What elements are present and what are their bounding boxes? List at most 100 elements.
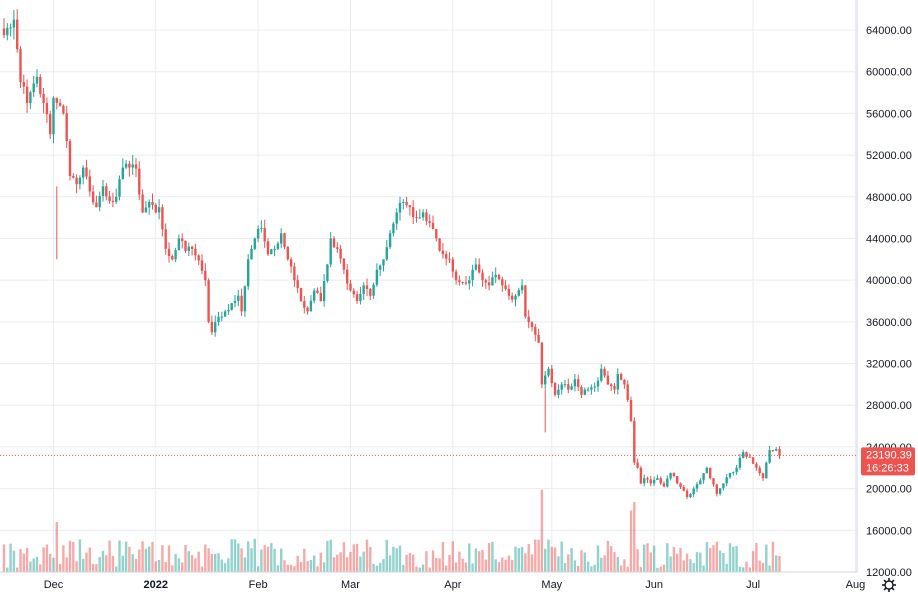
- volume-bar: [78, 539, 82, 572]
- volume-bar: [52, 557, 55, 572]
- candle-body: [679, 483, 682, 488]
- volume-bar: [154, 561, 157, 572]
- candle-body: [586, 389, 590, 391]
- volume-bar: [494, 559, 497, 572]
- volume-bar: [75, 561, 78, 572]
- candle-body: [382, 259, 385, 266]
- candle-body: [200, 260, 204, 271]
- volume-bar: [237, 543, 240, 572]
- candle-body: [504, 285, 507, 289]
- candle-body: [659, 478, 662, 484]
- candle-body: [243, 286, 247, 312]
- volume-bar: [276, 565, 280, 572]
- candle-body: [105, 186, 108, 197]
- volume-bar: [98, 557, 101, 572]
- candle-body: [652, 479, 656, 484]
- volume-bar: [346, 557, 349, 572]
- candle-body: [319, 293, 322, 301]
- volume-bar: [332, 557, 336, 572]
- volume-bar: [590, 566, 593, 572]
- volume-bar: [504, 559, 507, 572]
- candle-body: [662, 483, 666, 487]
- candle-body: [372, 284, 375, 296]
- candle-body: [45, 102, 49, 115]
- candle-body: [626, 384, 629, 401]
- volume-bar: [85, 552, 88, 572]
- candle-body: [732, 472, 735, 474]
- candle-body: [474, 264, 478, 270]
- candle-body: [421, 212, 425, 218]
- candle-body: [233, 300, 237, 304]
- volume-bar: [286, 564, 289, 572]
- candle-body: [32, 83, 35, 93]
- candle-body: [283, 233, 286, 247]
- last-price-value: 23190.39: [866, 449, 912, 461]
- candle-body: [359, 293, 362, 301]
- volume-bar: [755, 542, 758, 572]
- price-axis[interactable]: 12000.0016000.0020000.0024000.0028000.00…: [856, 0, 912, 579]
- volume-bar: [197, 551, 200, 572]
- candle-body: [273, 248, 276, 250]
- volume-bar: [685, 553, 689, 572]
- candle-body: [207, 280, 210, 322]
- candle-body: [718, 488, 722, 494]
- volume-bar: [679, 547, 682, 572]
- candle-body: [108, 196, 111, 201]
- x-tick-label: Dec: [44, 579, 64, 591]
- volume-bar: [491, 541, 494, 572]
- candle-body: [778, 449, 781, 456]
- time-axis[interactable]: Dec 2022 Feb Mar Apr May Jun Jul Aug: [0, 571, 865, 591]
- volume-bar: [738, 566, 742, 572]
- volume-bar: [666, 543, 669, 572]
- candle-body: [336, 247, 339, 249]
- candle-body: [738, 457, 742, 468]
- gear-icon[interactable]: [882, 578, 896, 592]
- x-tick-label: Mar: [341, 579, 360, 591]
- volume-bar: [398, 545, 402, 572]
- candle-body: [431, 222, 435, 230]
- volume-bar: [540, 489, 544, 572]
- volume-bar: [19, 548, 22, 572]
- candle-body: [306, 307, 309, 312]
- volume-bar: [709, 548, 712, 572]
- candle-body: [461, 281, 464, 283]
- volume-bar: [511, 559, 514, 572]
- volume-bar: [497, 562, 501, 572]
- volume-bar: [313, 555, 316, 572]
- volume-bar: [643, 544, 646, 572]
- volume-bar: [431, 550, 435, 572]
- x-tick-label: 2022: [144, 579, 168, 591]
- volume-bar: [359, 556, 362, 572]
- candle-body: [669, 472, 672, 479]
- candle-body: [174, 250, 177, 260]
- last-price-tag-bg: [861, 447, 915, 476]
- volume-bar: [319, 552, 322, 572]
- candle-body: [326, 264, 329, 282]
- volume-bar: [501, 557, 504, 572]
- volume-bar: [6, 567, 9, 572]
- volume-bar: [428, 567, 431, 572]
- candle-body: [728, 472, 732, 478]
- volume-bar: [256, 566, 260, 572]
- volume-bar: [758, 560, 761, 572]
- candle-body: [75, 177, 78, 185]
- volume-bar: [12, 550, 16, 572]
- candle-body: [494, 274, 497, 278]
- volume-bar: [695, 552, 699, 572]
- volume-bar: [412, 554, 415, 572]
- y-tick-label: 36000.00: [866, 317, 912, 329]
- volume-bar: [725, 563, 728, 572]
- candle-body: [58, 102, 62, 106]
- candle-body: [316, 290, 319, 294]
- y-tick-label: 56000.00: [866, 108, 912, 120]
- candle-body: [181, 238, 184, 241]
- candle-body: [761, 473, 765, 479]
- candle-body: [418, 217, 421, 219]
- volume-bar: [32, 558, 35, 572]
- volume-bar: [385, 539, 388, 572]
- candle-body: [751, 457, 755, 464]
- candle-body: [676, 476, 679, 484]
- volume-bar: [35, 556, 39, 572]
